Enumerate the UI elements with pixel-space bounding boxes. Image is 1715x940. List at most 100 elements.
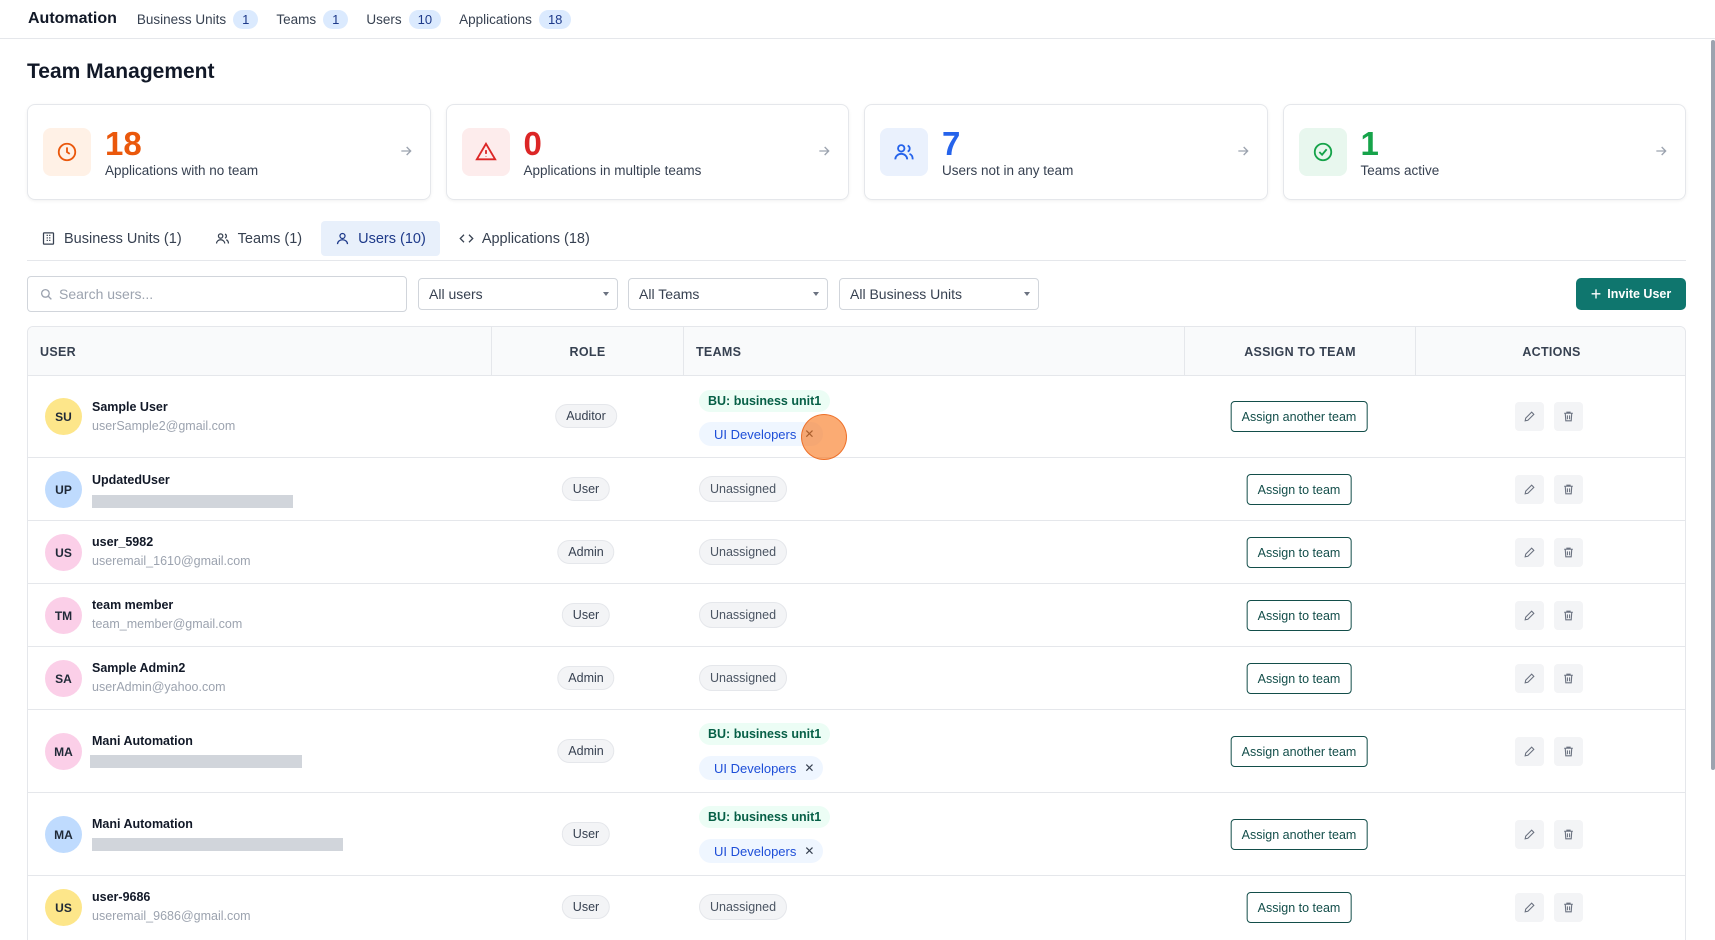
nav-count-badge: 1 <box>323 9 349 29</box>
edit-button[interactable] <box>1515 601 1544 630</box>
edit-button[interactable] <box>1515 402 1544 431</box>
nav-item-applications[interactable]: Applications 18 <box>459 9 572 29</box>
tab-teams[interactable]: Teams (1) <box>201 221 316 256</box>
edit-button[interactable] <box>1515 538 1544 567</box>
page-scrollbar[interactable] <box>1711 40 1715 770</box>
delete-button[interactable] <box>1554 737 1583 766</box>
delete-button[interactable] <box>1554 601 1583 630</box>
delete-button[interactable] <box>1554 820 1583 849</box>
pencil-icon <box>1524 829 1535 840</box>
stat-value: 1 <box>1360 124 1379 162</box>
avatar: SA <box>45 660 82 697</box>
stat-card-teams-active[interactable]: 1 Teams active <box>1282 104 1686 200</box>
role-badge: User <box>561 477 611 501</box>
stat-value: 7 <box>942 124 961 162</box>
assign-team-button[interactable]: Assign to team <box>1246 600 1352 631</box>
team-filter-select[interactable]: All Teams <box>628 278 828 310</box>
users-icon <box>215 233 229 244</box>
delete-button[interactable] <box>1554 475 1583 504</box>
nav-item-label: Applications <box>459 11 532 27</box>
user-name: UpdatedUser <box>92 473 170 487</box>
user-name: user-9686 <box>92 890 151 904</box>
delete-button[interactable] <box>1554 538 1583 567</box>
stat-label: Applications with no team <box>105 162 259 178</box>
stat-card-users-no-team[interactable]: 7 Users not in any team <box>864 104 1268 200</box>
edit-button[interactable] <box>1515 820 1544 849</box>
nav-count-badge: 1 <box>233 9 259 29</box>
team-tag-label: UI Developers <box>714 760 797 776</box>
business-unit-tag: BU: business unit1 <box>699 390 831 412</box>
building-icon <box>42 232 55 245</box>
table-row: SA Sample Admin2 userAdmin@yahoo.com Adm… <box>28 647 1685 710</box>
trash-icon <box>1564 411 1573 422</box>
trash-icon <box>1564 902 1573 913</box>
assign-team-button[interactable]: Assign to team <box>1246 663 1352 694</box>
user-filter-select[interactable]: All users <box>418 278 618 310</box>
user-name: Sample Admin2 <box>92 661 186 675</box>
assign-team-button[interactable]: Assign to team <box>1246 892 1352 923</box>
chevron-down-icon <box>603 292 609 296</box>
user-icon <box>337 232 349 245</box>
trash-icon <box>1564 610 1573 621</box>
tab-applications[interactable]: Applications (18) <box>445 221 604 256</box>
delete-button[interactable] <box>1554 664 1583 693</box>
delete-button[interactable] <box>1554 893 1583 922</box>
assign-team-button[interactable]: Assign another team <box>1230 401 1368 432</box>
select-value: All Business Units <box>850 286 963 302</box>
assign-team-button[interactable]: Assign another team <box>1230 736 1368 767</box>
top-nav: Automation Business Units 1 Teams 1 User… <box>0 0 1715 39</box>
table-row: US user_5982 useremail_1610@gmail.com Ad… <box>28 521 1685 584</box>
edit-button[interactable] <box>1515 664 1544 693</box>
unassigned-badge: Unassigned <box>699 602 788 628</box>
team-tag: UI Developers ✕ <box>699 839 824 863</box>
business-unit-tag: BU: business unit1 <box>699 806 831 828</box>
trash-icon <box>1564 547 1573 558</box>
search-input[interactable] <box>59 286 379 302</box>
plus-icon: + <box>1590 283 1602 304</box>
trash-icon <box>1564 746 1573 757</box>
user-name: Mani Automation <box>92 734 193 748</box>
nav-item-users[interactable]: Users 10 <box>366 9 442 29</box>
nav-item-business-units[interactable]: Business Units 1 <box>137 9 259 29</box>
role-badge: Auditor <box>555 404 617 428</box>
user-name: Mani Automation <box>92 817 193 831</box>
tab-business-units[interactable]: Business Units (1) <box>27 221 196 256</box>
tab-users[interactable]: Users (10) <box>321 221 440 256</box>
unassigned-badge: Unassigned <box>699 476 788 502</box>
remove-team-icon[interactable]: ✕ <box>804 844 815 858</box>
stat-card-apps-multiple-teams[interactable]: 0 Applications in multiple teams <box>445 104 849 200</box>
avatar: TM <box>45 597 82 634</box>
column-header-teams: TEAMS <box>684 327 1185 376</box>
pencil-icon <box>1524 673 1535 684</box>
invite-user-button[interactable]: + Invite User <box>1576 278 1686 310</box>
search-icon <box>40 288 52 300</box>
user-name: user_5982 <box>92 535 154 549</box>
stat-card-apps-no-team[interactable]: 18 Applications with no team <box>27 104 431 200</box>
edit-button[interactable] <box>1515 893 1544 922</box>
delete-button[interactable] <box>1554 402 1583 431</box>
assign-team-button[interactable]: Assign another team <box>1230 819 1368 850</box>
business-unit-filter-select[interactable]: All Business Units <box>839 278 1039 310</box>
user-email: team_member@gmail.com <box>92 617 243 631</box>
column-header-user: USER <box>28 327 492 376</box>
edit-button[interactable] <box>1515 737 1544 766</box>
column-header-actions: ACTIONS <box>1522 344 1581 359</box>
edit-button[interactable] <box>1515 475 1544 504</box>
section-tabs: Business Units (1) Teams (1) Users (10) … <box>27 221 1686 261</box>
role-badge: User <box>561 895 611 919</box>
assign-team-button[interactable]: Assign to team <box>1246 474 1352 505</box>
nav-count-badge: 18 <box>538 9 572 29</box>
remove-team-icon[interactable]: ✕ <box>804 761 815 775</box>
avatar: MA <box>45 733 82 770</box>
stats-row: 18 Applications with no team 0 Applicati… <box>27 104 1686 200</box>
nav-item-teams[interactable]: Teams 1 <box>276 9 349 29</box>
business-unit-tag: BU: business unit1 <box>699 723 831 745</box>
assign-team-button[interactable]: Assign to team <box>1246 537 1352 568</box>
unassigned-badge: Unassigned <box>699 539 788 565</box>
pencil-icon <box>1524 610 1535 621</box>
pencil-icon <box>1524 411 1535 422</box>
role-badge: User <box>561 822 611 846</box>
avatar: US <box>45 889 82 926</box>
chevron-down-icon <box>813 292 819 296</box>
arrow-right-icon <box>819 146 830 156</box>
